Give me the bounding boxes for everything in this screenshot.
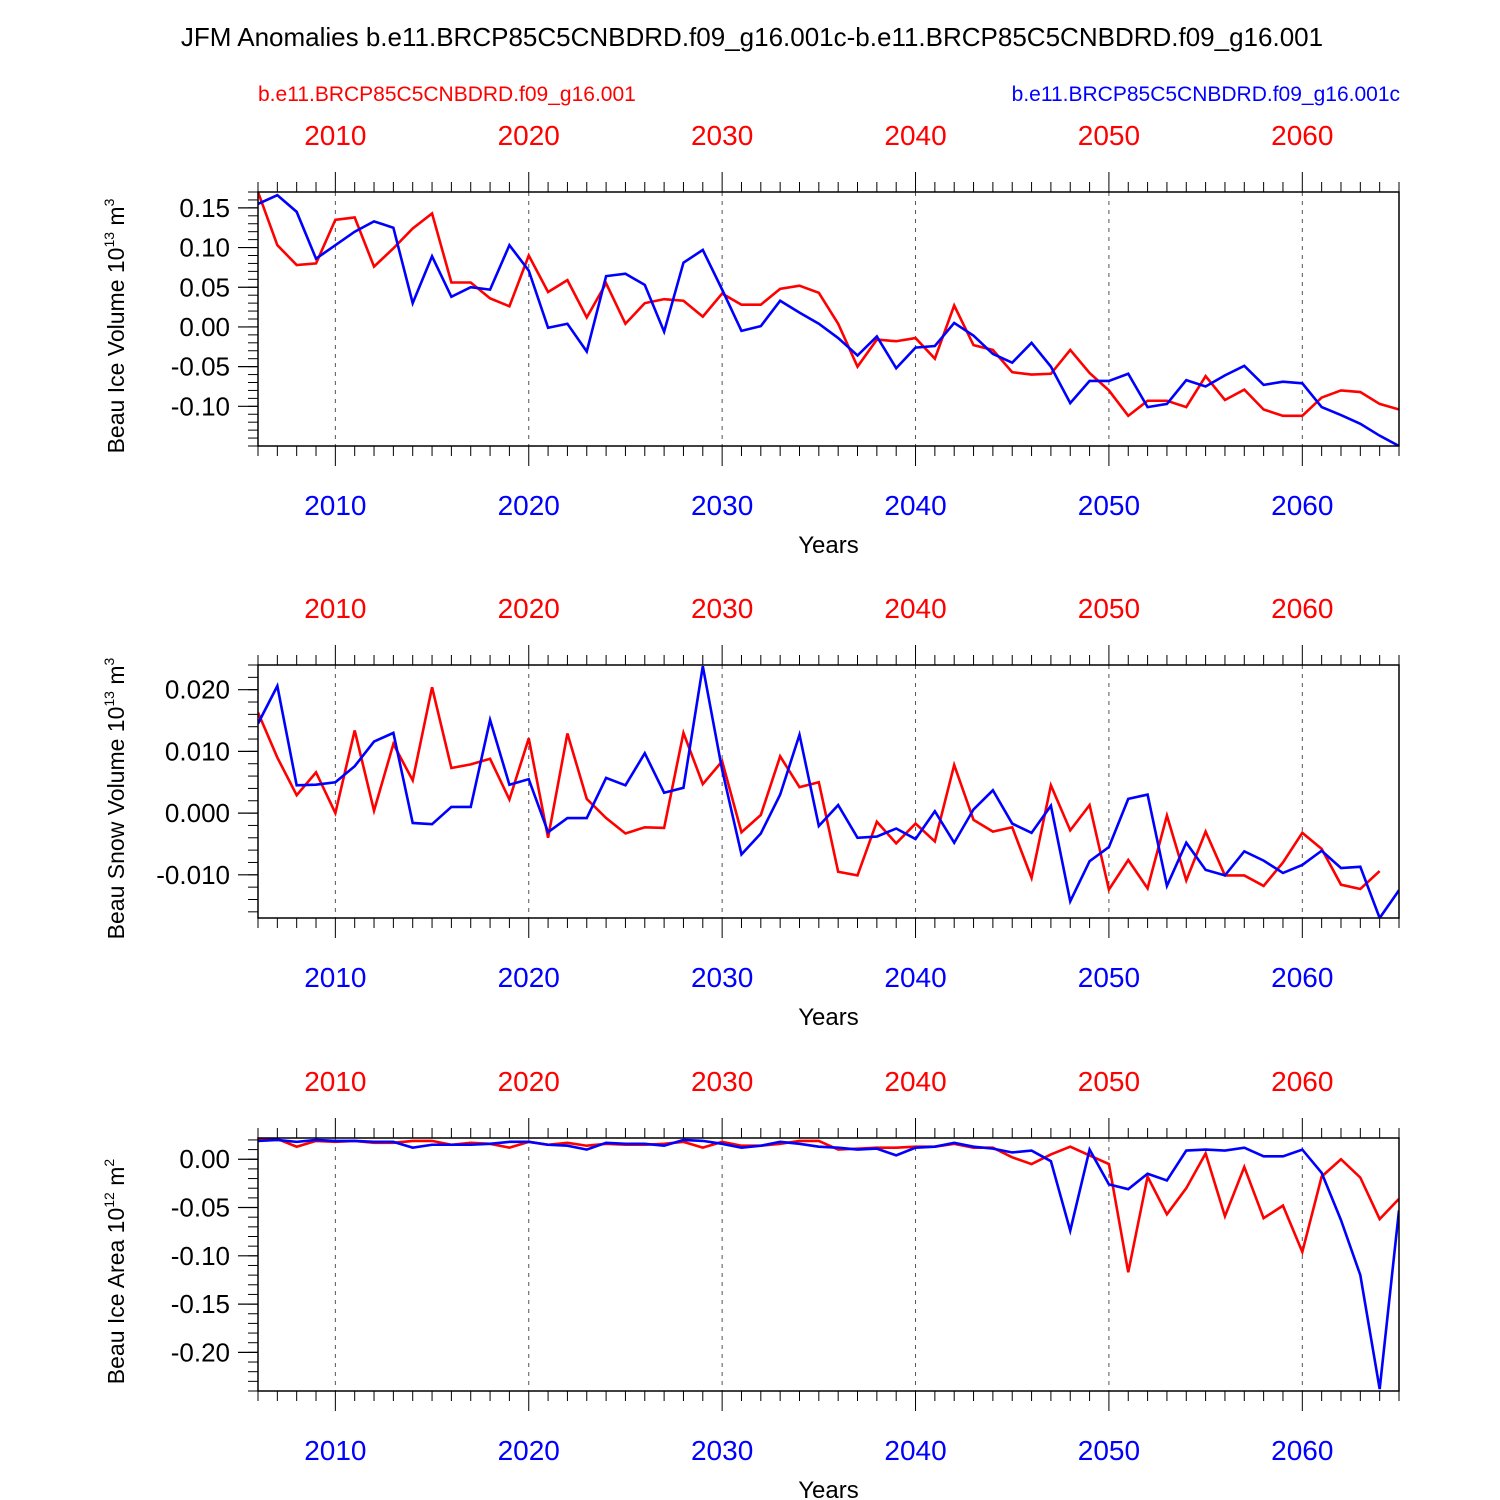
x-bottom-tick-label: 2060 xyxy=(1271,490,1333,521)
x-bottom-tick-label: 2060 xyxy=(1271,1435,1333,1466)
x-bottom-tick-label: 2010 xyxy=(304,490,366,521)
y-tick-label: -0.05 xyxy=(171,352,230,382)
x-top-tick-label: 2060 xyxy=(1271,1066,1333,1097)
plot-frame xyxy=(257,664,1400,919)
x-top-tick-label: 2020 xyxy=(498,1066,560,1097)
x-top-tick-label: 2060 xyxy=(1271,593,1333,624)
x-bottom-tick-label: 2040 xyxy=(884,1435,946,1466)
y-axis-label-unit: m xyxy=(103,1167,129,1193)
y-axis-label: Beau Ice Area 1012 m2 xyxy=(101,1159,129,1385)
x-top-tick-label: 2020 xyxy=(498,593,560,624)
y-axis-label-text: Beau Snow Volume 10 xyxy=(103,707,129,940)
series-line-red xyxy=(258,686,1381,893)
x-bottom-tick-label: 2050 xyxy=(1078,962,1140,993)
y-tick-label: 0.00 xyxy=(179,312,230,342)
panel-3: 0.00 -0.05 -0.10 -0.15 -0.20 2010 2010 2020 2020… xyxy=(101,1066,1400,1500)
y-axis-label-exponent: 13 xyxy=(101,691,117,707)
legend-blue-label: b.e11.BRCP85C5CNBDRD.f09_g16.001c xyxy=(1012,83,1400,106)
series-line-red xyxy=(258,192,1399,418)
x-top-tick-label: 2030 xyxy=(691,1066,753,1097)
legend-red-label: b.e11.BRCP85C5CNBDRD.f09_g16.001 xyxy=(258,83,636,106)
y-axis-label-unit-exponent: 3 xyxy=(101,198,117,206)
y-tick-label: 0.05 xyxy=(179,272,230,302)
x-top-tick-label: 2050 xyxy=(1078,120,1140,151)
y-tick-label: 0.00 xyxy=(179,1144,230,1174)
panel-2: 0.020 0.010 0.000 -0.010 2010 2010 2020 2020 203… xyxy=(101,593,1400,1031)
x-bottom-tick-label: 2050 xyxy=(1078,490,1140,521)
y-tick-label: 0.020 xyxy=(165,675,230,705)
x-bottom-tick-label: 2060 xyxy=(1271,962,1333,993)
y-tick-label: -0.20 xyxy=(171,1337,230,1367)
x-axis-label: Years xyxy=(798,532,859,559)
y-tick-label: -0.10 xyxy=(171,1241,230,1271)
x-bottom-tick-label: 2020 xyxy=(498,962,560,993)
x-top-tick-label: 2040 xyxy=(884,1066,946,1097)
x-top-tick-label: 2030 xyxy=(691,120,753,151)
y-axis-label-text: Beau Ice Area 10 xyxy=(103,1208,129,1384)
series-line-blue xyxy=(258,1138,1399,1390)
y-axis-label-unit-exponent: 2 xyxy=(101,1159,117,1167)
series-line-blue xyxy=(258,665,1399,918)
x-top-tick-label: 2050 xyxy=(1078,1066,1140,1097)
x-bottom-tick-label: 2020 xyxy=(498,490,560,521)
series-line-red xyxy=(258,1138,1399,1273)
y-axis-label-exponent: 13 xyxy=(101,232,117,248)
y-axis-label-unit: m xyxy=(103,206,129,232)
x-top-tick-label: 2030 xyxy=(691,593,753,624)
y-tick-label: -0.10 xyxy=(171,391,230,421)
x-top-tick-label: 2010 xyxy=(304,1066,366,1097)
y-axis-label-exponent: 12 xyxy=(101,1192,117,1208)
chart-title: JFM Anomalies b.e11.BRCP85C5CNBDRD.f09_g… xyxy=(181,22,1323,52)
plot-frame xyxy=(257,1137,1400,1392)
y-tick-label: 0.15 xyxy=(179,193,230,223)
x-bottom-tick-label: 2010 xyxy=(304,1435,366,1466)
y-axis-label: Beau Snow Volume 1013 m3 xyxy=(101,657,129,939)
y-tick-label: -0.05 xyxy=(171,1193,230,1223)
x-top-tick-label: 2040 xyxy=(884,593,946,624)
x-bottom-tick-label: 2030 xyxy=(691,962,753,993)
plot-frame xyxy=(257,191,1400,447)
x-bottom-tick-label: 2030 xyxy=(691,1435,753,1466)
panel-1: 0.15 0.10 0.05 0.00 -0.05 -0.10 2010 2010 2020 20… xyxy=(101,120,1400,559)
x-top-tick-label: 2040 xyxy=(884,120,946,151)
y-tick-label: 0.010 xyxy=(165,736,230,766)
y-tick-label: -0.010 xyxy=(156,860,230,890)
y-tick-label: 0.000 xyxy=(165,798,230,828)
x-top-tick-label: 2050 xyxy=(1078,593,1140,624)
x-bottom-tick-label: 2010 xyxy=(304,962,366,993)
x-axis-label: Years xyxy=(798,1004,859,1031)
x-bottom-tick-label: 2050 xyxy=(1078,1435,1140,1466)
x-bottom-tick-label: 2030 xyxy=(691,490,753,521)
series-line-blue xyxy=(258,193,1399,446)
y-axis-label-unit-exponent: 3 xyxy=(101,657,117,665)
y-axis-label-unit: m xyxy=(103,665,129,691)
x-bottom-tick-label: 2020 xyxy=(498,1435,560,1466)
y-axis-label: Beau Ice Volume 1013 m3 xyxy=(101,198,129,453)
y-axis-label-text: Beau Ice Volume 10 xyxy=(103,248,129,454)
x-bottom-tick-label: 2040 xyxy=(884,490,946,521)
x-top-tick-label: 2020 xyxy=(498,120,560,151)
y-tick-label: 0.10 xyxy=(179,233,230,263)
x-axis-label: Years xyxy=(798,1477,859,1500)
x-top-tick-label: 2060 xyxy=(1271,120,1333,151)
x-top-tick-label: 2010 xyxy=(304,120,366,151)
x-top-tick-label: 2010 xyxy=(304,593,366,624)
x-bottom-tick-label: 2040 xyxy=(884,962,946,993)
y-tick-label: -0.15 xyxy=(171,1289,230,1319)
